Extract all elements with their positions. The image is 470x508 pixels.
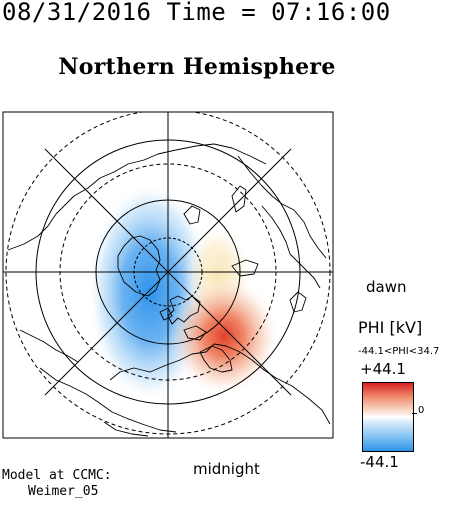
potential-field bbox=[88, 182, 280, 402]
time-header: 08/31/2016 Time = 07:16:00 bbox=[2, 0, 391, 26]
aleutians bbox=[19, 329, 79, 363]
positive-cell bbox=[168, 276, 280, 396]
svalbard bbox=[183, 205, 201, 225]
midnight-label: midnight bbox=[193, 460, 260, 478]
map-frame bbox=[2, 111, 334, 439]
colorbar-min-label: -44.1 bbox=[360, 453, 399, 471]
arctic-archipelago bbox=[159, 295, 207, 341]
hudson-bay bbox=[199, 345, 233, 373]
meridian-lines bbox=[3, 112, 333, 438]
colorbar bbox=[362, 382, 414, 452]
greenland-coast bbox=[117, 235, 161, 297]
coastlines bbox=[7, 143, 331, 437]
colorbar-title: PHI [kV] bbox=[358, 318, 423, 337]
europe-coast bbox=[261, 205, 321, 289]
siberia-coast bbox=[7, 143, 267, 251]
iceland bbox=[231, 259, 259, 277]
novaya-zemlya bbox=[231, 185, 247, 213]
colorbar-range: -44.1<PHI<34.7 bbox=[358, 346, 440, 357]
scandinavia-coast bbox=[237, 155, 327, 259]
model-credit-line1: Model at CCMC: bbox=[2, 468, 112, 483]
british-isles bbox=[289, 291, 307, 313]
model-credit-line2: Weimer_05 bbox=[28, 484, 99, 499]
hemisphere-title: Northern Hemisphere bbox=[58, 54, 336, 80]
map-frame-content bbox=[3, 112, 333, 438]
meridian-diagonal-b bbox=[44, 148, 292, 396]
colorbar-zero-tick bbox=[412, 413, 417, 414]
dawn-label: dawn bbox=[366, 278, 407, 296]
alaska-coast bbox=[39, 367, 177, 433]
colorbar-max-label: +44.1 bbox=[360, 360, 406, 378]
north-america-coast bbox=[109, 343, 331, 425]
pacific-border bbox=[103, 421, 149, 437]
colorbar-zero-label: 0 bbox=[418, 405, 425, 416]
